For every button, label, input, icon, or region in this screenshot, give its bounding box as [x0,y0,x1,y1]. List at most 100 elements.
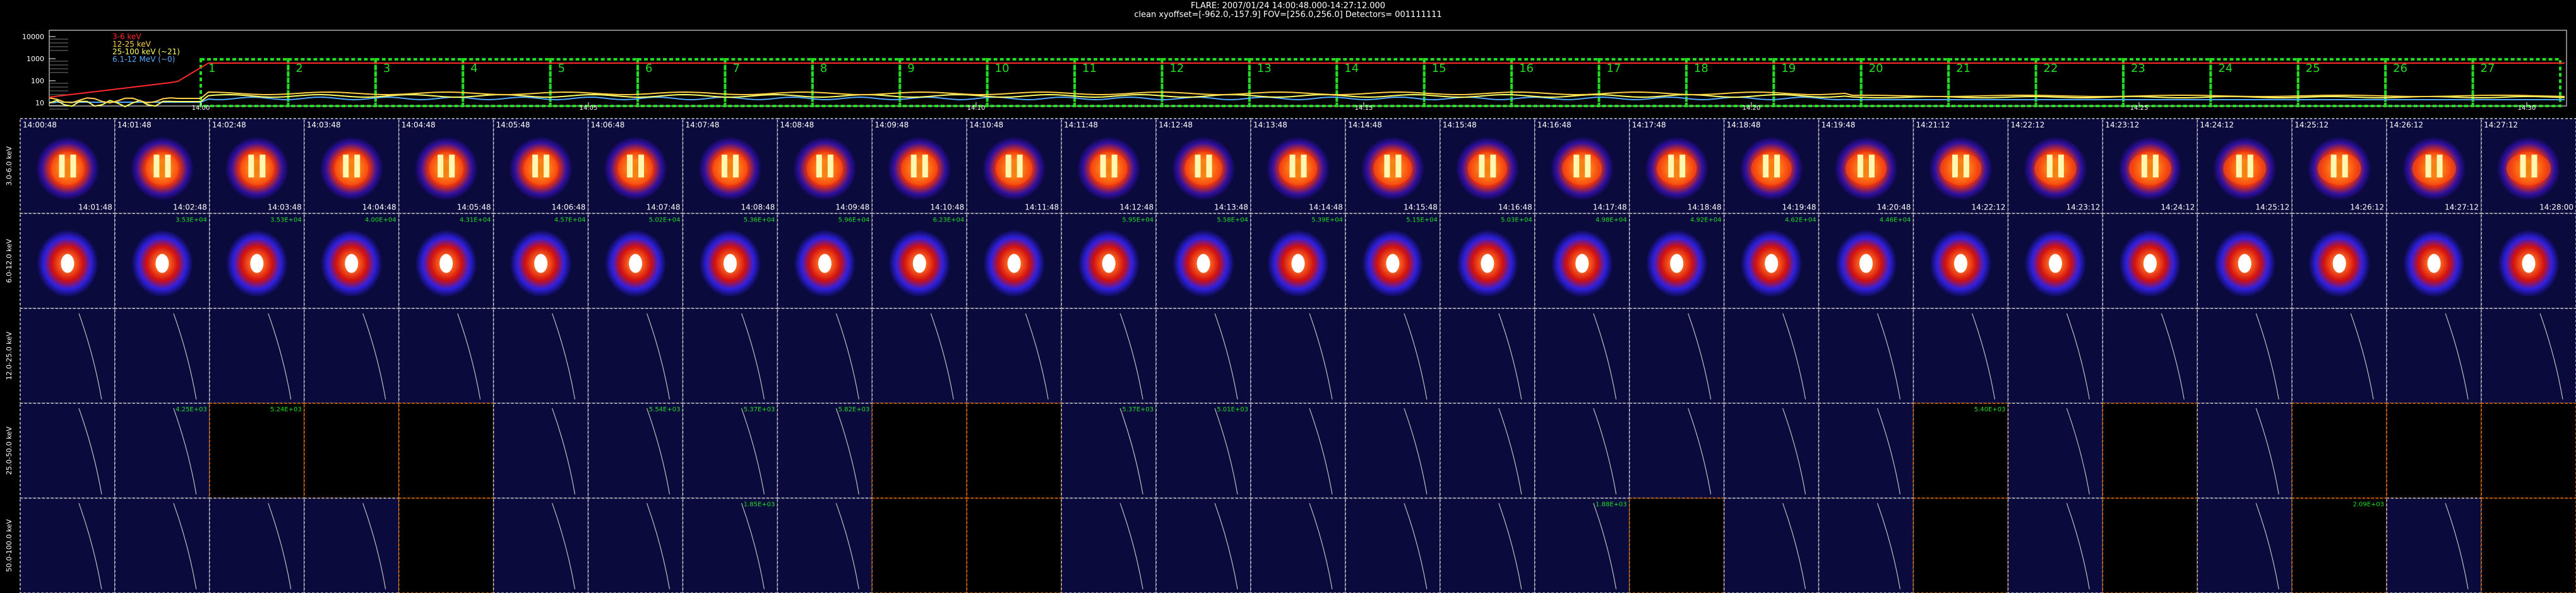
source-peak [250,254,264,273]
cell-peak-value: 5.02E+04 [649,216,681,223]
image-cell [1155,497,1251,593]
image-cell [304,497,400,593]
image-cell [398,497,494,593]
cell-peak-value: 4.00E+04 [365,216,397,223]
source-peak [1481,254,1494,273]
cell-start-time: 14:24:12 [2200,120,2234,129]
source-core [2317,152,2361,185]
cell-start-time: 14:08:48 [780,120,814,129]
source-peak [2238,254,2251,273]
cell-start-time: 14:27:12 [2484,120,2518,129]
cell-start-time: 14:15:48 [1443,120,1477,129]
interval-label: 15 [1432,62,1446,75]
cell-end-time: 14:19:48 [1782,203,1816,211]
source-right-spot [1490,155,1496,178]
source-right-spot [1017,155,1023,178]
image-cell [304,402,400,499]
cell-end-time: 14:06:48 [552,203,586,211]
interval-box [200,58,290,107]
source-peak [2332,254,2346,273]
source-core [1184,152,1223,185]
limb-curve [1119,313,1143,400]
image-cell [114,308,210,404]
source-right-spot [259,155,266,178]
image-cell [20,308,116,404]
interval-label: 13 [1257,62,1272,75]
source-core [901,152,938,185]
source-peak [2522,254,2536,273]
interval-box [462,58,552,107]
limb-curve [1309,503,1333,590]
image-cell [682,402,778,499]
cell-end-time: 14:26:12 [2350,203,2384,211]
interval-label: 2 [295,62,302,75]
image-cell [2386,497,2482,593]
source-peak [912,254,926,273]
source-left-spot [59,155,65,178]
cell-end-time: 14:17:48 [1593,203,1627,211]
lightcurve-xtick: 14:15 [1355,105,1373,110]
image-cell [871,497,968,593]
image-cell [20,402,116,499]
source-left-spot [1289,155,1296,178]
image-cell [966,497,1062,593]
lightcurve-ytick: 10000 [22,33,44,41]
image-cell [398,308,494,404]
image-cell [2386,308,2482,404]
limb-curve [1309,408,1333,495]
cell-start-time: 14:16:48 [1537,120,1571,129]
limb-curve [930,313,954,400]
limb-curve [1214,503,1238,590]
limb-curve [1404,408,1428,495]
image-cell [2197,497,2293,593]
interval-box [724,58,814,107]
cell-end-time: 14:03:48 [268,203,302,211]
image-cell [304,308,400,404]
source-right-spot [70,155,76,178]
limb-curve [1593,313,1617,400]
row-label: 12.0-25.0 keV [5,331,13,380]
source-right-spot [165,155,171,178]
image-cell [2291,497,2387,593]
source-peak [345,254,359,273]
source-left-spot [248,155,254,178]
source-peak [61,254,75,273]
interval-box [986,58,1076,107]
interval-box [2034,58,2125,107]
lightcurve-series-1 [49,62,2565,98]
limb-curve [1688,313,1712,400]
limb-curve [1593,503,1617,590]
source-peak [1007,254,1021,273]
source-left-spot [2520,155,2526,178]
source-core [1373,152,1412,185]
image-cell [777,402,873,499]
limb-curve [1971,313,1996,400]
source-core [1279,152,1318,185]
limb-curve [173,313,197,400]
image-cell [1912,497,2009,593]
cell-start-time: 14:23:12 [2105,120,2139,129]
cell-start-time: 14:07:48 [685,120,719,129]
cell-peak-value: 6.23E+04 [933,216,965,223]
cell-end-time: 14:25:12 [2255,203,2289,211]
image-cell [1061,497,1157,593]
limb-curve [835,313,859,400]
limb-curve [2066,313,2090,400]
image-cell [2291,308,2387,404]
image-cell [2481,308,2576,404]
image-cell [1912,402,2009,499]
row-label: 6.0-12.0 keV [5,238,13,283]
interval-box [1597,58,1688,107]
cell-end-time: 14:04:48 [362,203,397,211]
limb-curve [741,503,765,590]
source-left-spot [2141,155,2147,178]
cell-end-time: 14:15:48 [1404,203,1438,211]
interval-box [2121,58,2212,107]
cell-start-time: 14:00:48 [23,120,57,129]
limb-curve [268,313,292,400]
image-cell [1250,402,1346,499]
interval-label: 17 [1607,62,1621,75]
cell-start-time: 14:09:48 [874,120,909,129]
image-cell [1345,497,1441,593]
